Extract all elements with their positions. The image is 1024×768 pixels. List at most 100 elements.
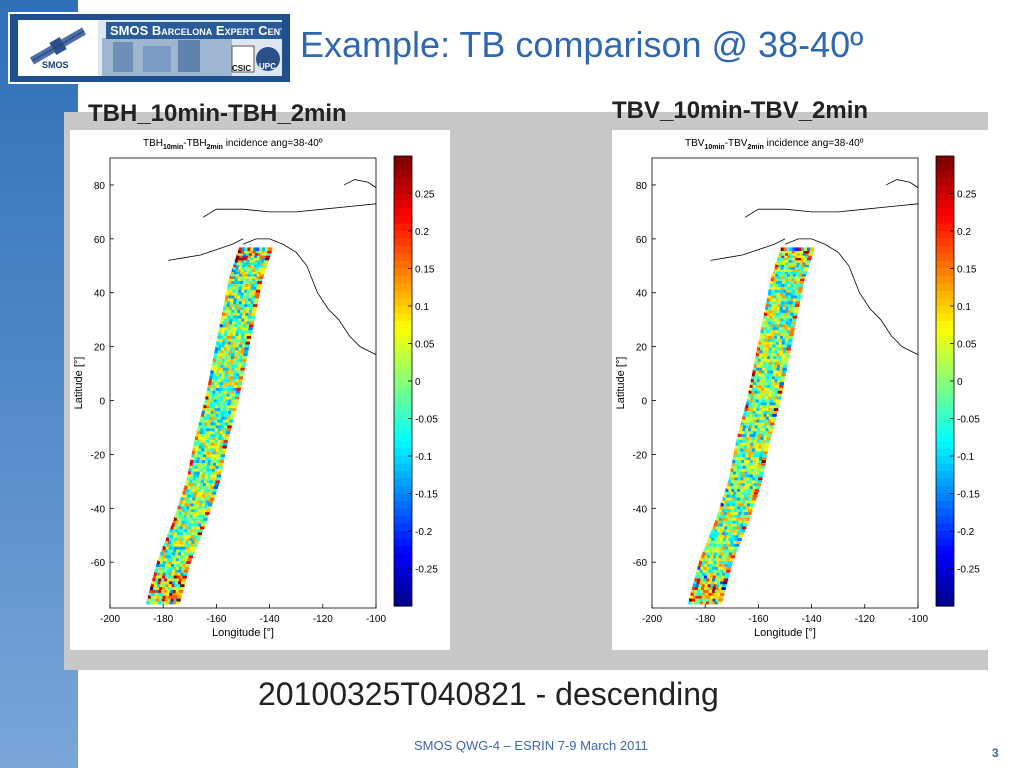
colorbar-segment [394, 163, 412, 172]
swath-pixel [178, 569, 183, 573]
swath-pixel [772, 314, 777, 319]
swath-pixel [735, 543, 740, 547]
swath-pixel [165, 560, 171, 564]
swath-pixel [763, 312, 769, 316]
swath-pixel [701, 583, 707, 588]
swath-pixel [692, 583, 698, 588]
swath-pixel [782, 249, 788, 254]
swath-pixel [190, 485, 195, 489]
swath-pixel [164, 566, 169, 570]
swath-pixel [709, 566, 714, 570]
swath-pixel [761, 323, 767, 328]
swath-pixel [742, 436, 748, 440]
swath-pixel [217, 392, 223, 397]
swath-pixel [735, 493, 740, 498]
swath-pixel [159, 595, 164, 599]
swath-pixel [183, 571, 188, 576]
swath-pixel [697, 589, 702, 593]
swath-pixel [172, 543, 178, 547]
x-tick-label: -180 [153, 614, 173, 625]
swath-pixel [216, 421, 221, 426]
y-tick-label: -40 [91, 504, 106, 515]
swath-pixel [753, 418, 758, 423]
coastline-america [784, 238, 919, 356]
swath-pixel [220, 427, 226, 432]
swath-pixel [795, 254, 801, 258]
swath-pixel [774, 349, 779, 354]
swath-pixel [726, 511, 731, 515]
swath-pixel [152, 577, 157, 582]
swath-pixel [762, 416, 768, 420]
swath-pixel [181, 557, 186, 562]
swath-pixel [739, 508, 744, 513]
swath-pixel [217, 427, 223, 432]
swath-pixel [781, 358, 786, 362]
swath-pixel [254, 270, 259, 275]
swath-pixel [781, 272, 786, 277]
swath-pixel [176, 586, 181, 590]
swath-pixel [695, 595, 701, 599]
swath-pixel [753, 378, 759, 383]
swath-pixel [236, 372, 241, 377]
swath-pixel [715, 586, 720, 590]
swath-pixel [211, 439, 217, 443]
swath-pixel [172, 577, 178, 582]
swath-pixel [177, 531, 182, 536]
swath-pixel [215, 436, 220, 440]
x-tick-label: -120 [313, 614, 333, 625]
swath-pixel [762, 317, 768, 322]
swath-pixel [226, 392, 231, 397]
swath-pixel [720, 511, 726, 515]
swath-pixel [190, 456, 196, 461]
swath-pixel [176, 534, 181, 539]
swath-pixel [791, 249, 797, 254]
swath-pixel [787, 312, 792, 316]
swath-pixel [243, 309, 248, 313]
swath-pixel [748, 468, 753, 472]
swath-pixel [759, 378, 765, 383]
swath-pixel [739, 453, 744, 458]
swath-pixel [240, 364, 246, 368]
swath-pixel [211, 418, 216, 423]
swath-pixel [221, 401, 227, 406]
swath-pixel [759, 395, 764, 400]
swath-pixel [745, 416, 750, 420]
colorbar-segment [936, 463, 954, 472]
colorbar-tick-label: -0.1 [415, 452, 433, 463]
x-tick-label: -160 [748, 614, 768, 625]
colorbar-segment [936, 546, 954, 555]
swath-pixel [773, 320, 779, 325]
swath-pixel [197, 525, 202, 530]
swath-pixel [250, 286, 255, 290]
swath-pixel [737, 479, 742, 484]
swath-pixel [259, 256, 264, 261]
colorbar-segment [936, 388, 954, 397]
swath-pixel [745, 450, 751, 455]
swath-pixel [775, 401, 780, 406]
swath-pixel [215, 375, 220, 380]
swath-pixel [717, 528, 722, 533]
swath-pixel [192, 496, 197, 501]
swath-pixel [191, 540, 196, 544]
swath-pixel [770, 381, 776, 385]
swath-pixel [757, 390, 762, 394]
swath-pixel [749, 410, 755, 414]
swath-pixel [759, 366, 764, 371]
swath-pixel [223, 404, 229, 409]
swath-pixel [777, 303, 782, 308]
swath-pixel [758, 476, 763, 481]
swath-pixel [237, 268, 243, 272]
swath-pixel [251, 261, 257, 265]
swath-pixel [150, 586, 155, 590]
swath-pixel [211, 366, 216, 371]
swath-pixel [235, 332, 240, 336]
swath-pixel [203, 517, 208, 521]
colorbar-segment [936, 486, 954, 495]
swath-pixel [742, 491, 747, 495]
swath-pixel [160, 569, 165, 573]
swath-pixel [208, 499, 214, 504]
y-axis-label: Latitude [°] [73, 357, 85, 410]
swath-pixel [207, 502, 213, 507]
swath-pixel [706, 566, 711, 570]
swath-pixel [736, 453, 741, 458]
